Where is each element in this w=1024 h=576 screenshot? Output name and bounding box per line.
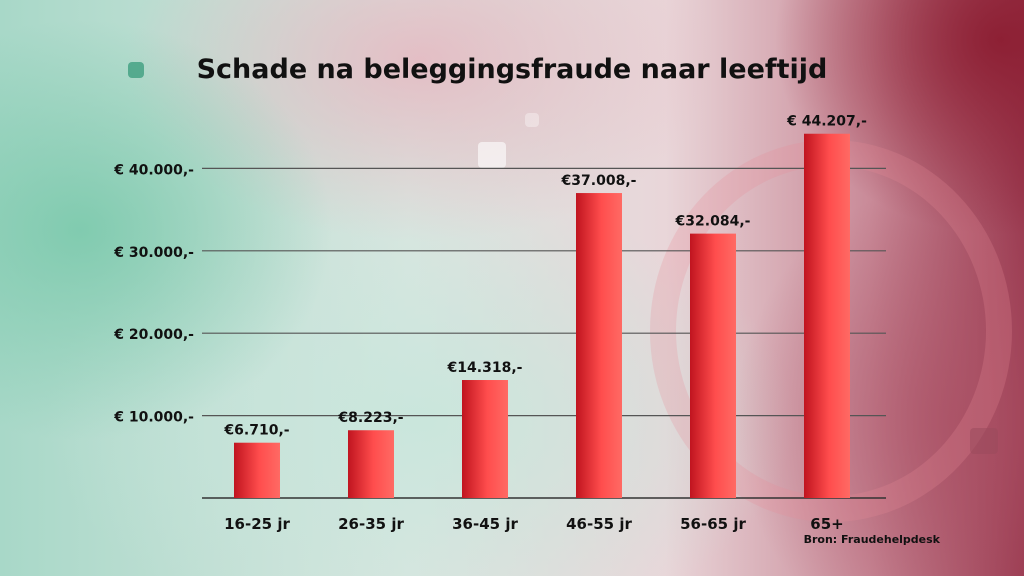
- bar-value-label: €14.318,-: [447, 360, 523, 376]
- bar: [804, 133, 850, 498]
- decorative-square-white: [478, 142, 506, 168]
- y-tick-label: € 10.000,-: [113, 410, 194, 426]
- x-tick-label: 65+: [810, 515, 843, 533]
- bar: [690, 233, 736, 498]
- y-tick-label: € 20.000,-: [113, 327, 194, 343]
- x-tick-label: 36-45 jr: [452, 515, 518, 533]
- decorative-square-white-small: [525, 113, 539, 127]
- bar: [234, 442, 280, 498]
- y-tick-label: € 30.000,-: [113, 245, 194, 261]
- bar-value-label: € 44.207,-: [786, 114, 867, 130]
- decorative-square-green: [128, 62, 144, 78]
- bar-value-label: €8.223,-: [337, 410, 403, 426]
- bar: [576, 193, 622, 498]
- bar: [348, 430, 394, 498]
- chart-title: Schade na beleggingsfraude naar leeftijd: [197, 54, 828, 85]
- x-tick-label: 26-35 jr: [338, 515, 404, 533]
- x-tick-label: 56-65 jr: [680, 515, 746, 533]
- source-note: Bron: Fraudehelpdesk: [804, 533, 941, 546]
- x-tick-label: 46-55 jr: [566, 515, 632, 533]
- bar-value-label: €32.084,-: [675, 214, 751, 230]
- bar-value-label: €37.008,-: [561, 173, 637, 189]
- bar: [462, 380, 508, 498]
- y-tick-label: € 40.000,-: [113, 162, 194, 178]
- bar-value-label: €6.710,-: [223, 423, 289, 439]
- decorative-square-red: [970, 428, 998, 454]
- x-tick-label: 16-25 jr: [224, 515, 290, 533]
